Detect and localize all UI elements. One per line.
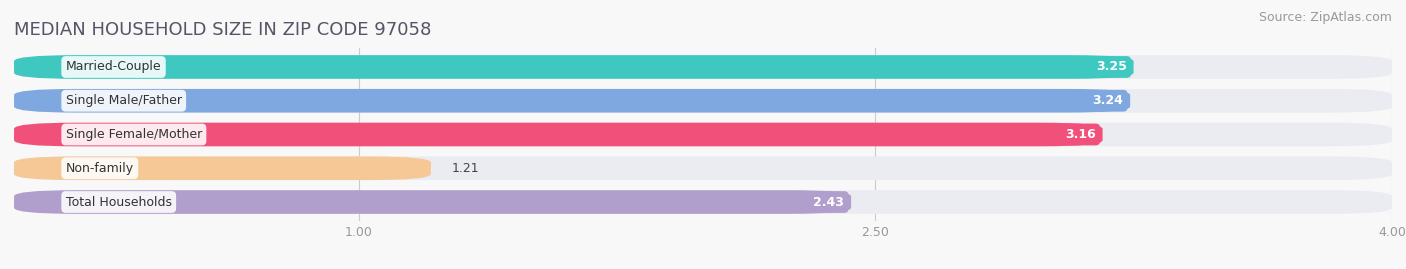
Text: 1.21: 1.21: [451, 162, 479, 175]
FancyBboxPatch shape: [14, 89, 1130, 112]
FancyBboxPatch shape: [14, 157, 430, 180]
Text: Non-family: Non-family: [66, 162, 134, 175]
Text: Total Households: Total Households: [66, 196, 172, 208]
Text: 3.25: 3.25: [1095, 61, 1126, 73]
Text: Married-Couple: Married-Couple: [66, 61, 162, 73]
Text: Single Male/Father: Single Male/Father: [66, 94, 181, 107]
Text: 2.43: 2.43: [813, 196, 844, 208]
Text: MEDIAN HOUSEHOLD SIZE IN ZIP CODE 97058: MEDIAN HOUSEHOLD SIZE IN ZIP CODE 97058: [14, 20, 432, 38]
FancyBboxPatch shape: [14, 123, 1392, 146]
FancyBboxPatch shape: [14, 190, 851, 214]
FancyBboxPatch shape: [14, 55, 1133, 79]
FancyBboxPatch shape: [14, 55, 1392, 79]
Text: 3.16: 3.16: [1064, 128, 1095, 141]
FancyBboxPatch shape: [14, 89, 1392, 112]
FancyBboxPatch shape: [14, 190, 1392, 214]
FancyBboxPatch shape: [14, 123, 1102, 146]
Text: Source: ZipAtlas.com: Source: ZipAtlas.com: [1258, 11, 1392, 24]
Text: Single Female/Mother: Single Female/Mother: [66, 128, 202, 141]
FancyBboxPatch shape: [14, 157, 1392, 180]
Text: 3.24: 3.24: [1092, 94, 1123, 107]
